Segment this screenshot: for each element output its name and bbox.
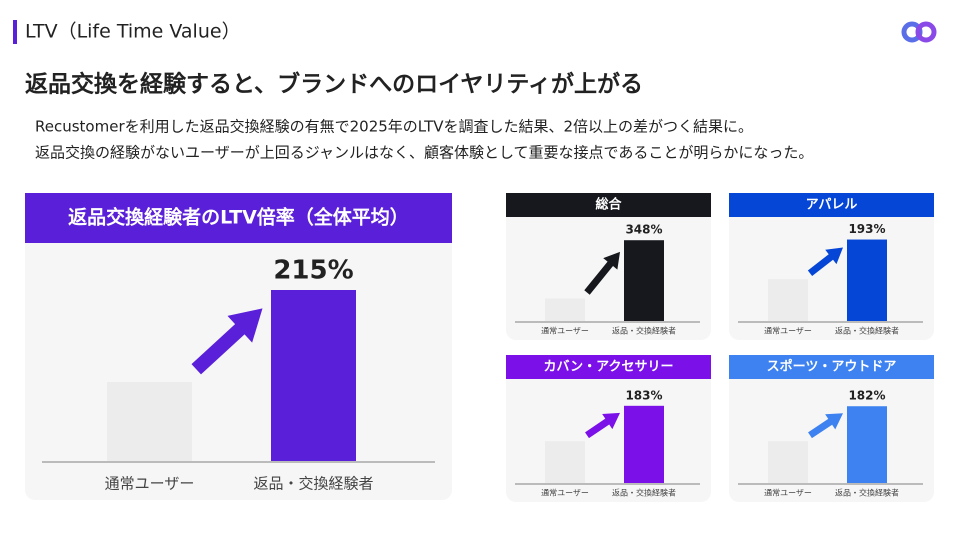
card-banner (506, 193, 711, 217)
bar (847, 406, 887, 484)
bar (545, 441, 585, 484)
arrow (807, 247, 843, 277)
x-tick-label: 通常ユーザー (764, 326, 812, 336)
arrow (191, 308, 263, 375)
x-tick-label: 通常ユーザー (541, 488, 589, 498)
card-banner (506, 355, 711, 379)
bar (768, 279, 808, 322)
logo (901, 21, 937, 43)
arrow (808, 413, 843, 439)
arrow (585, 412, 620, 439)
bar (271, 290, 356, 462)
bar (768, 441, 808, 484)
section-marker (13, 20, 17, 44)
bar (847, 239, 887, 322)
logo-ring (915, 21, 937, 43)
chart-title: カバン・アクセサリー (543, 360, 673, 375)
body-line: 返品交換の経験がないユーザーが上回るジャンルはなく、顧客体験として重要な接点であ… (35, 144, 813, 162)
x-tick-label: 通常ユーザー (541, 326, 589, 336)
chart-title: 返品交換経験者のLTV倍率（全体平均） (68, 206, 409, 229)
bar (624, 240, 664, 322)
value-label: 348% (625, 223, 662, 237)
section-label: LTV（Life Time Value） (25, 21, 241, 43)
value-label: 182% (848, 389, 885, 403)
x-tick-label: 通常ユーザー (105, 475, 195, 493)
value-label: 215% (273, 256, 353, 286)
x-tick-label: 返品・交換経験者 (612, 326, 676, 336)
card-banner (729, 193, 934, 217)
x-tick-label: 返品・交換経験者 (253, 475, 373, 493)
body-line: Recustomerを利用した返品交換経験の有無で2025年のLTVを調査した結… (35, 118, 753, 136)
chart-title: スポーツ・アウトドア (767, 359, 897, 375)
value-label: 193% (848, 222, 885, 236)
card-banner (729, 355, 934, 379)
x-tick-label: 返品・交換経験者 (612, 488, 676, 498)
card-banner (25, 193, 452, 243)
chart-title: アパレル (806, 198, 858, 213)
x-tick-label: 通常ユーザー (764, 488, 812, 498)
arrow (584, 251, 620, 295)
value-label: 183% (625, 388, 662, 402)
bar (624, 405, 664, 484)
x-tick-label: 返品・交換経験者 (835, 326, 899, 336)
heading: 返品交換を経験すると、ブランドへのロイヤリティが上がる (25, 71, 643, 98)
x-tick-label: 返品・交換経験者 (835, 488, 899, 498)
bar (545, 298, 585, 322)
bar (107, 382, 192, 462)
chart-title: 総合 (595, 197, 622, 213)
